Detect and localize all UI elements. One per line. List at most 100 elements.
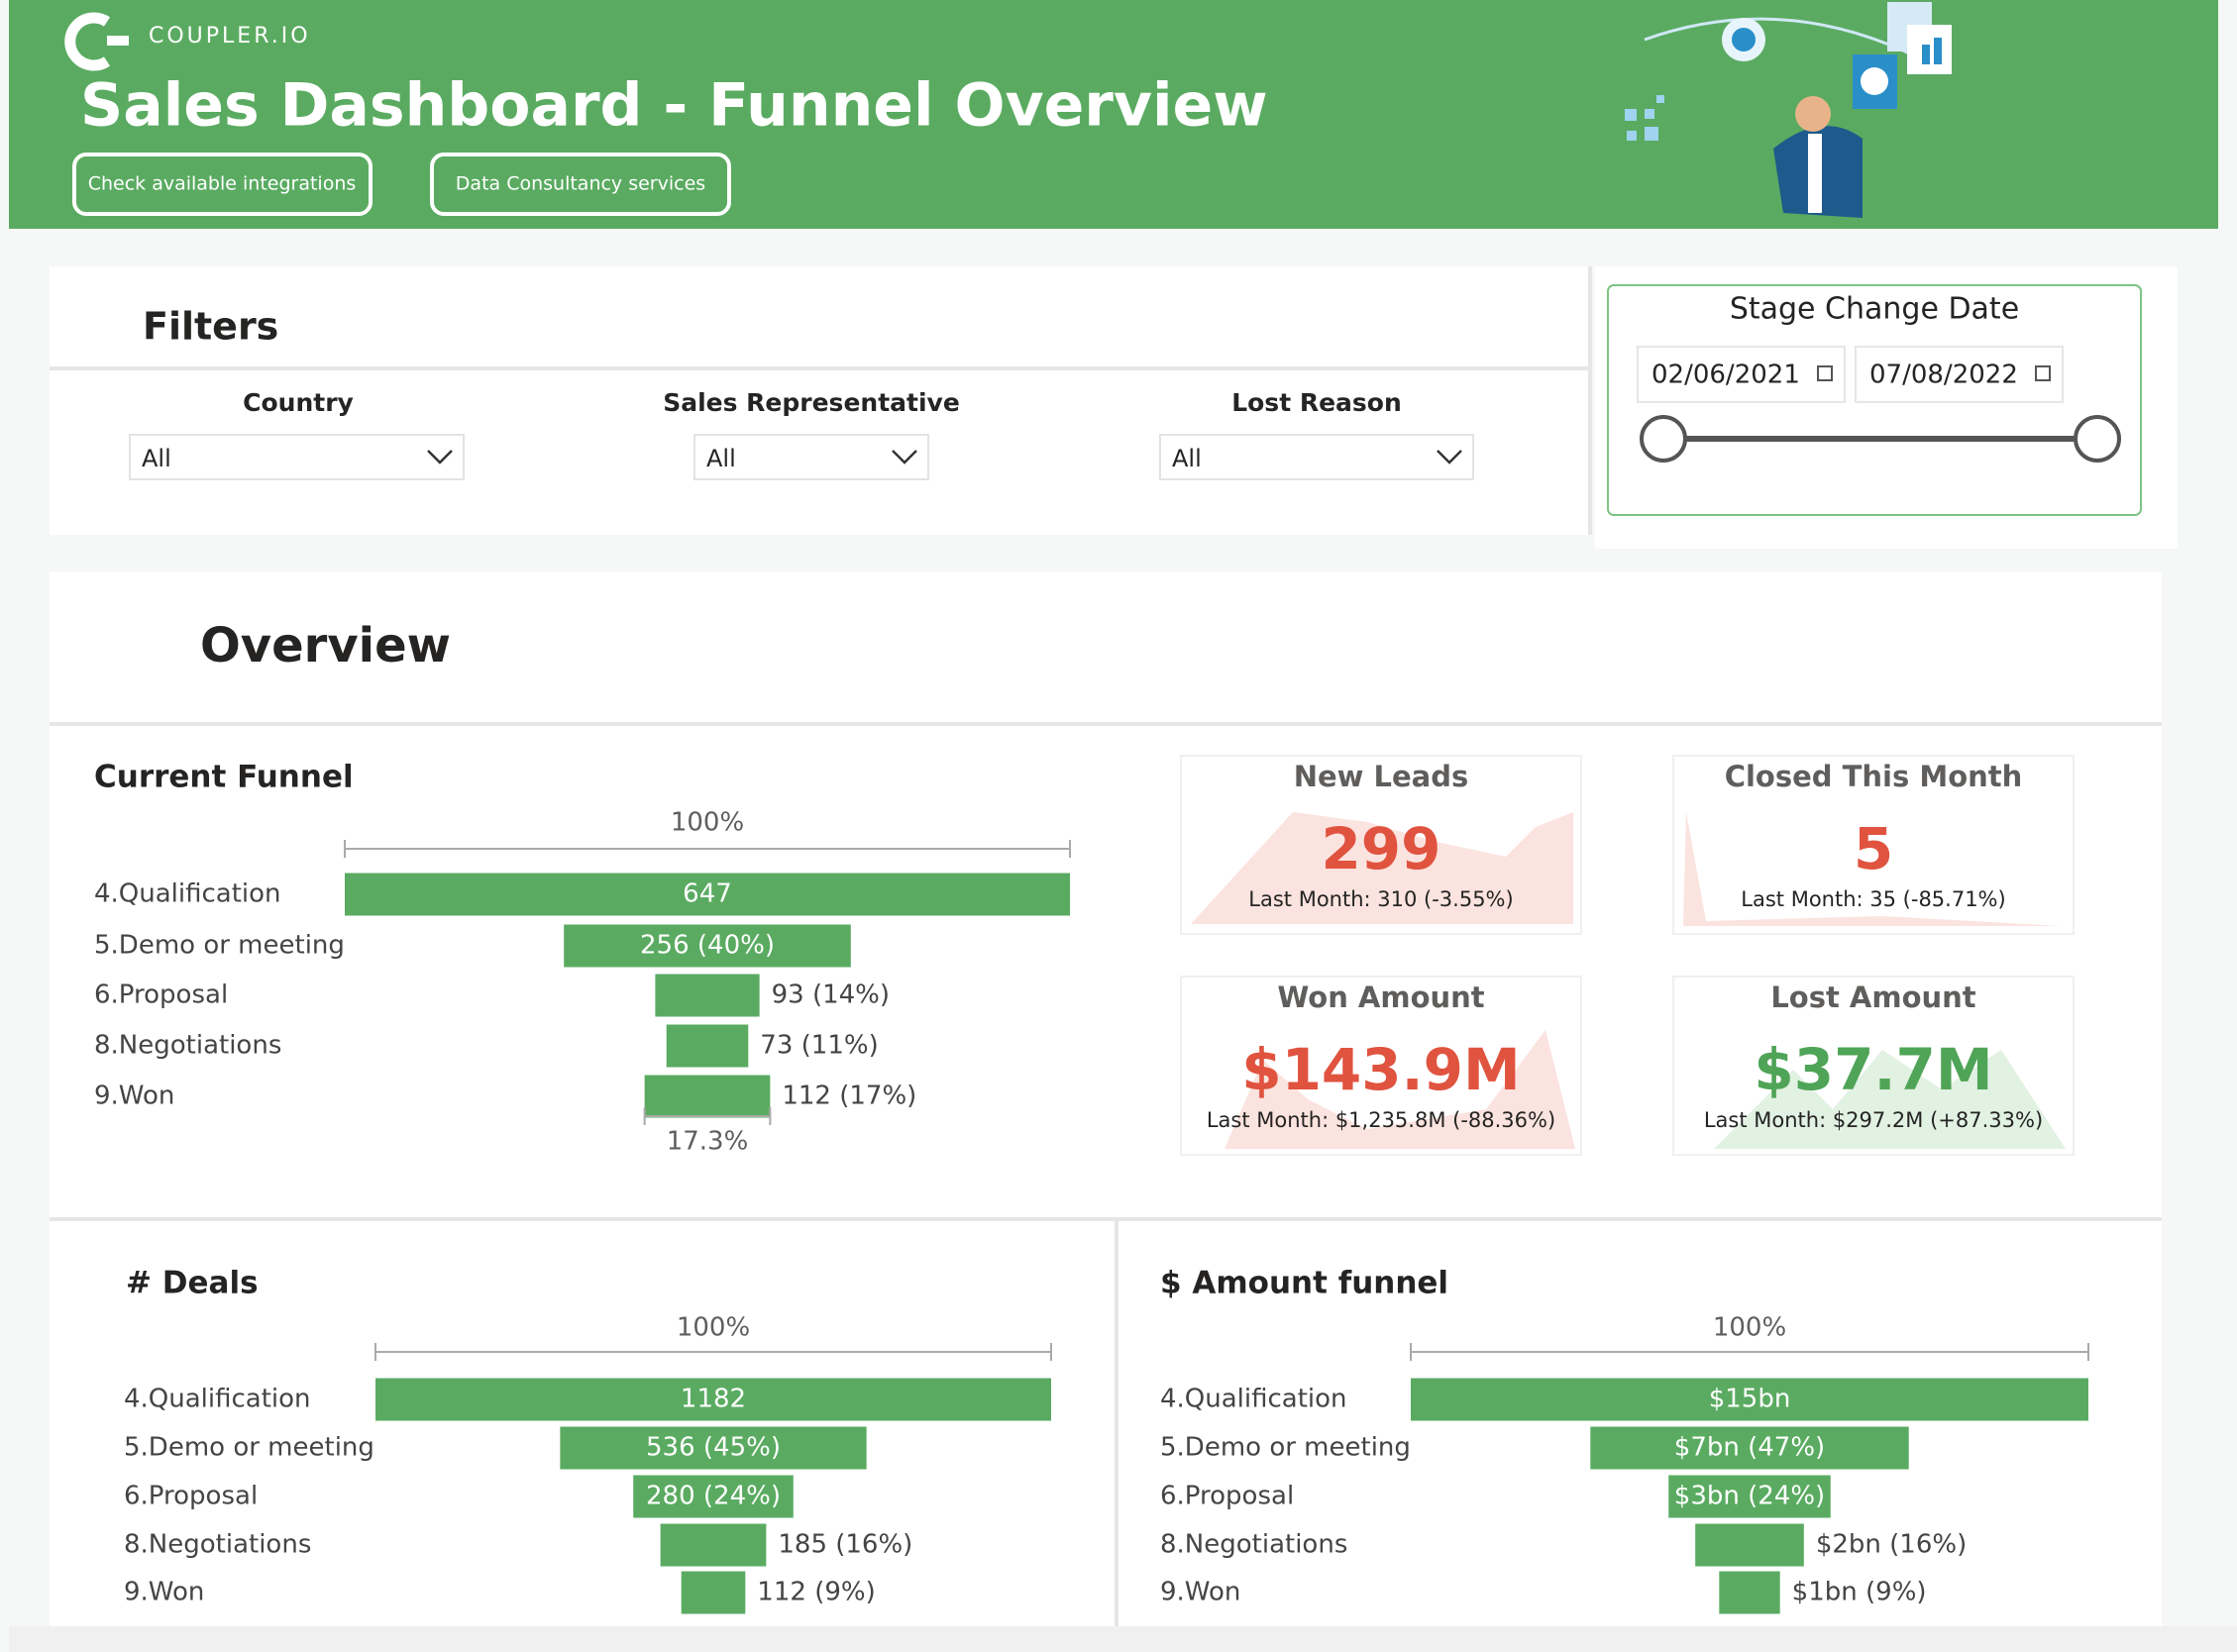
funnel-bar (1590, 1426, 1909, 1470)
page-title: Sales Dashboard - Funnel Overview (80, 71, 1268, 141)
kpi-card (1672, 755, 2075, 935)
slider-handle[interactable] (1640, 415, 1687, 463)
category-label: 8.Negotiations (1160, 1530, 1347, 1560)
date-input[interactable] (1637, 346, 1846, 403)
filter-label: Sales Representative (663, 388, 960, 417)
funnel-bar (1719, 1571, 1780, 1614)
category-label: 4.Qualification (94, 879, 281, 909)
value-label: 185 (16%) (778, 1530, 912, 1560)
value-label: $15bn (1709, 1385, 1791, 1414)
calendar-icon[interactable] (2035, 365, 2051, 381)
kpi-value: $37.7M (1754, 1036, 1992, 1103)
funnel-bar (644, 1075, 771, 1118)
kpi-card (1180, 976, 1582, 1156)
kpi-title: Won Amount (1277, 981, 1484, 1014)
funnel-bar (1695, 1523, 1804, 1567)
dropdown[interactable] (693, 434, 929, 480)
chart-title: Current Funnel (94, 760, 354, 795)
category-label: 5.Demo or meeting (1160, 1433, 1411, 1463)
dropdown-value[interactable]: All (142, 445, 171, 472)
value-label: 73 (11%) (760, 1031, 878, 1061)
value-label: 112 (17%) (782, 1082, 916, 1111)
panel-title: Filters (143, 305, 278, 349)
filters-panel (50, 266, 1588, 535)
logo-bar (107, 36, 129, 46)
category-label: 9.Won (124, 1578, 204, 1607)
category-label: 9.Won (1160, 1578, 1240, 1607)
button[interactable] (72, 153, 373, 216)
kpi-subtitle: Last Month: $297.2M (+87.33%) (1704, 1108, 2043, 1132)
date-title: Stage Change Date (1730, 292, 2019, 327)
category-label: 6.Proposal (124, 1482, 258, 1511)
category-label: 8.Negotiations (94, 1031, 281, 1061)
chart-title: $ Amount funnel (1160, 1266, 1448, 1301)
funnel-bar (655, 974, 760, 1017)
dropdown-value[interactable]: All (1172, 445, 1202, 472)
kpi-title: Lost Amount (1770, 981, 1975, 1014)
slider-handle[interactable] (2074, 415, 2121, 463)
funnel-top-label: 100% (677, 1313, 750, 1343)
value-label: 647 (683, 879, 732, 909)
kpi-title: Closed This Month (1725, 760, 2023, 793)
funnel-bar (1411, 1378, 2088, 1421)
date-start[interactable]: 02/06/2021 (1651, 361, 1800, 390)
funnel-bracket (374, 1343, 1052, 1361)
dropdown-arrow[interactable] (1437, 450, 1462, 465)
footer-bar (9, 1626, 2237, 1652)
category-label: 6.Proposal (94, 981, 228, 1010)
button[interactable] (430, 153, 731, 216)
category-label: 8.Negotiations (124, 1530, 311, 1560)
funnel-bar (666, 1024, 749, 1068)
funnel-bar (560, 1426, 867, 1470)
date-input[interactable] (1855, 346, 2064, 403)
illustration (1625, 2, 1952, 218)
funnel-top-label: 100% (671, 808, 744, 838)
panel-title: Overview (200, 618, 451, 673)
brand: COUPLER.IO (149, 24, 311, 49)
category-label: 4.Qualification (124, 1385, 311, 1414)
kpi-value: $143.9M (1241, 1036, 1521, 1103)
category-label: 5.Demo or meeting (124, 1433, 374, 1463)
value-label: $3bn (24%) (1674, 1482, 1825, 1511)
funnel-bar (375, 1378, 1051, 1421)
chart-title: # Deals (126, 1266, 259, 1301)
dropdown[interactable] (1159, 434, 1474, 480)
funnel-bottom-label: 17.3% (667, 1127, 749, 1157)
value-label: 536 (45%) (646, 1433, 781, 1463)
dropdown-value[interactable]: All (706, 445, 736, 472)
value-label: 112 (9%) (757, 1578, 875, 1607)
funnel-bar (345, 873, 1070, 916)
funnel-top-label: 100% (1713, 1313, 1786, 1343)
button-label[interactable]: Data Consultancy services (456, 173, 705, 195)
logo (64, 12, 111, 71)
value-label: 256 (40%) (640, 931, 775, 961)
kpi-card (1672, 976, 2075, 1156)
funnel-bracket (1410, 1343, 2089, 1361)
funnel-bracket (344, 840, 1071, 858)
category-label: 4.Qualification (1160, 1385, 1347, 1414)
funnel-bar (681, 1571, 746, 1614)
dropdown[interactable] (129, 434, 465, 480)
dropdown-arrow[interactable] (892, 450, 917, 465)
value-label: 93 (14%) (772, 981, 890, 1010)
calendar-icon[interactable] (1817, 365, 1833, 381)
dropdown-arrow[interactable] (427, 450, 453, 465)
value-label: 1182 (681, 1385, 746, 1414)
kpi-subtitle: Last Month: $1,235.8M (-88.36%) (1207, 1108, 1555, 1132)
kpi-value: 5 (1854, 815, 1893, 882)
date-end[interactable]: 07/08/2022 (1869, 361, 2018, 390)
filter-label: Country (243, 388, 354, 417)
funnel-bracket (643, 1107, 772, 1125)
value-label: $2bn (16%) (1816, 1530, 1967, 1560)
category-label: 9.Won (94, 1082, 174, 1111)
kpi-subtitle: Last Month: 35 (-85.71%) (1741, 887, 2005, 911)
value-label: 280 (24%) (646, 1482, 781, 1511)
funnel-bar (633, 1475, 794, 1518)
button-label[interactable]: Check available integrations (88, 173, 357, 195)
funnel-bar (564, 924, 851, 968)
kpi-sparklines (1191, 812, 2066, 1149)
kpi-title: New Leads (1294, 760, 1469, 793)
value-label: $1bn (9%) (1792, 1578, 1927, 1607)
funnel-bar (1668, 1475, 1831, 1518)
kpi-card (1180, 755, 1582, 935)
